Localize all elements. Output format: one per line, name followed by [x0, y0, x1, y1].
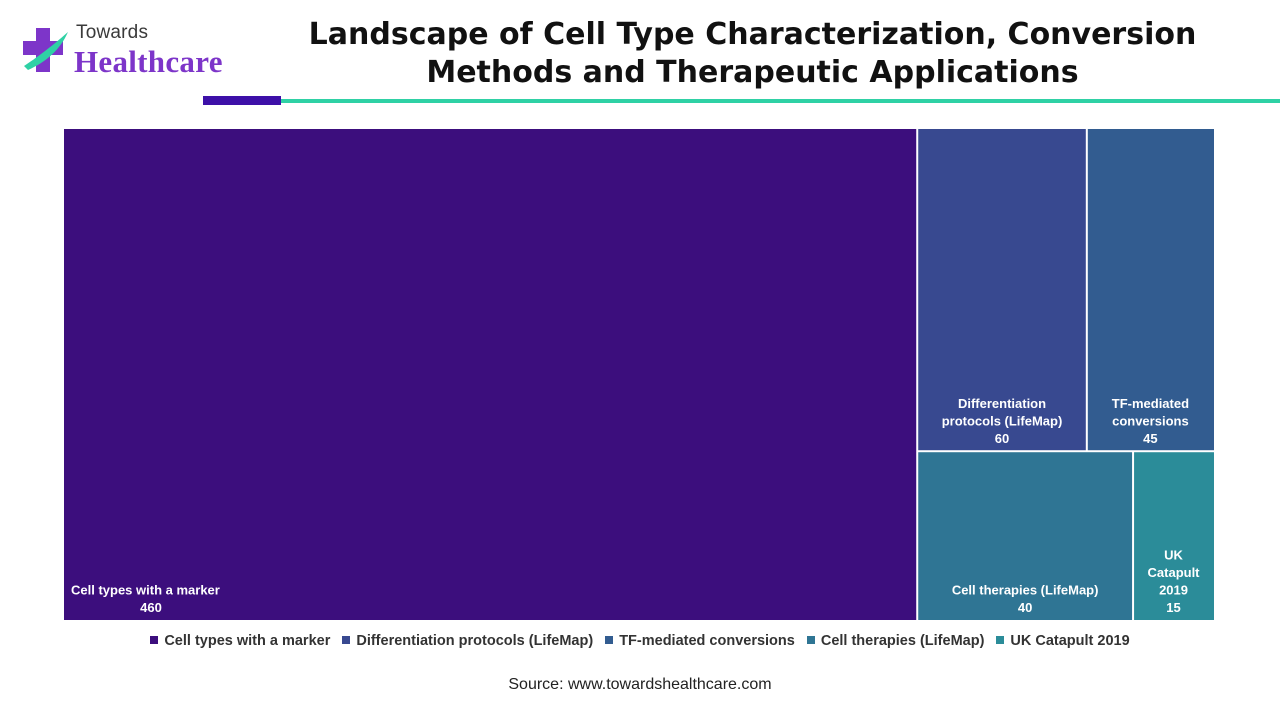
title-underline — [281, 99, 1280, 103]
treemap-tile-cell-therapies-lifemap — [918, 452, 1133, 620]
treemap-label-differentiation-protocols-lifemap: Differentiation — [958, 396, 1046, 411]
treemap-tile-tf-mediated-conversions — [1087, 129, 1214, 451]
legend-label: Cell types with a marker — [164, 633, 331, 649]
treemap-label-cell-types-with-a-marker: Cell types with a marker — [71, 583, 220, 598]
treemap-label-cell-therapies-lifemap: Cell therapies (LifeMap) — [952, 583, 1099, 598]
legend-label: Differentiation protocols (LifeMap) — [356, 633, 594, 649]
legend-label: TF-mediated conversions — [619, 633, 795, 649]
logo-text-bottom: Healthcare — [74, 44, 223, 79]
treemap-label-tf-mediated-conversions: TF-mediated — [1112, 396, 1189, 411]
chart-legend: Cell types with a marker Differentiation … — [0, 633, 1280, 649]
treemap-value-cell-types-with-a-marker: 460 — [140, 600, 162, 615]
treemap-value-cell-therapies-lifemap: 40 — [1018, 600, 1032, 615]
treemap-label-uk-catapult-2019: Catapult — [1148, 565, 1201, 580]
logo-text-top: Towards — [76, 22, 149, 43]
treemap-value-uk-catapult-2019: 15 — [1166, 600, 1180, 615]
legend-label: UK Catapult 2019 — [1010, 633, 1130, 649]
brand-logo: Towards Healthcare — [20, 22, 250, 82]
treemap-tile-uk-catapult-2019 — [1134, 452, 1214, 620]
legend-item-differentiation-protocols-lifemap: Differentiation protocols (LifeMap) — [342, 633, 593, 649]
treemap-value-differentiation-protocols-lifemap: 60 — [995, 431, 1009, 446]
treemap-label-uk-catapult-2019: UK — [1164, 548, 1183, 563]
legend-swatch — [806, 636, 815, 644]
legend-item-cell-therapies-lifemap: Cell therapies (LifeMap) — [806, 633, 985, 649]
treemap-label-differentiation-protocols-lifemap: protocols (LifeMap) — [942, 414, 1063, 429]
legend-item-cell-types-with-a-marker: Cell types with a marker — [150, 633, 330, 649]
treemap-chart: Cell types with a marker 460 Differentiati… — [64, 129, 1214, 620]
legend-swatch — [342, 636, 351, 644]
legend-label: Cell therapies (LifeMap) — [820, 633, 985, 649]
source-note: Source: www.towardshealthcare.com — [508, 676, 772, 693]
treemap-value-tf-mediated-conversions: 45 — [1143, 431, 1157, 446]
legend-item-tf-mediated-conversions: TF-mediated conversions — [605, 633, 795, 649]
treemap-label-uk-catapult-2019: 2019 — [1159, 583, 1188, 598]
chart-title: Landscape of Cell Type Characterization,… — [308, 17, 1197, 90]
legend-item-uk-catapult-2019: UK Catapult 2019 — [996, 633, 1130, 649]
treemap-tile-cell-types-with-a-marker — [64, 129, 917, 620]
medical-cross-icon — [23, 28, 68, 72]
legend-swatch — [150, 636, 159, 644]
treemap-tile-differentiation-protocols-lifemap — [918, 129, 1086, 451]
treemap-label-tf-mediated-conversions: conversions — [1112, 414, 1189, 429]
title-underline-accent — [203, 96, 281, 105]
legend-swatch — [605, 636, 614, 644]
legend-swatch — [996, 636, 1005, 644]
